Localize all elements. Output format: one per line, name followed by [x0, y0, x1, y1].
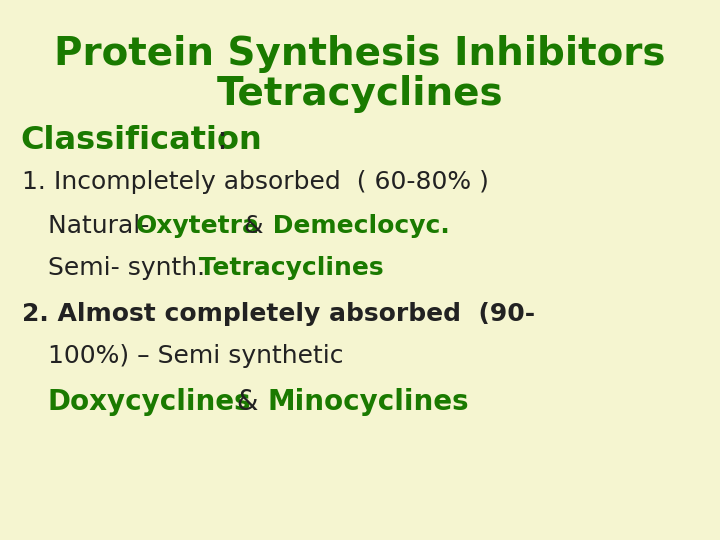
- Text: Classification: Classification: [20, 125, 262, 156]
- Text: &: &: [228, 214, 264, 238]
- Text: Demeclocyc.: Demeclocyc.: [264, 214, 450, 238]
- Text: Natural-: Natural-: [48, 214, 158, 238]
- Text: &: &: [228, 388, 267, 416]
- Text: 2. Almost completely absorbed  (90-: 2. Almost completely absorbed (90-: [22, 302, 535, 326]
- Text: Tetracyclines: Tetracyclines: [190, 256, 384, 280]
- Text: 100%) – Semi synthetic: 100%) – Semi synthetic: [48, 344, 343, 368]
- Text: 1. Incompletely absorbed  ( 60-80% ): 1. Incompletely absorbed ( 60-80% ): [22, 170, 489, 194]
- Text: Semi- synth. –: Semi- synth. –: [48, 256, 225, 280]
- Text: :: :: [207, 125, 228, 156]
- Text: Doxycyclines: Doxycyclines: [48, 388, 251, 416]
- Text: Minocyclines: Minocyclines: [268, 388, 469, 416]
- Text: Protein Synthesis Inhibitors: Protein Synthesis Inhibitors: [54, 35, 666, 73]
- Text: Oxytetra: Oxytetra: [136, 214, 260, 238]
- Text: Tetracyclines: Tetracyclines: [217, 75, 503, 113]
